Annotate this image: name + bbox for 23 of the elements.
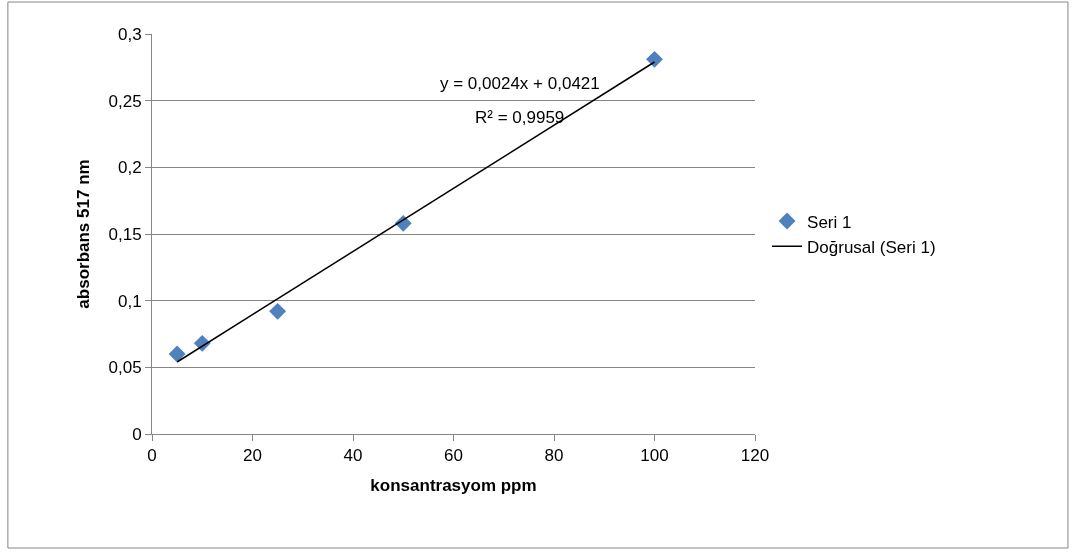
y-tick-label: 0,2 (117, 158, 142, 178)
point (269, 302, 287, 320)
y-tick-label: 0,05 (108, 358, 142, 378)
legend-label: Seri 1 (807, 212, 852, 232)
y-tick-label: 0,1 (117, 291, 142, 311)
x-tick-label: 0 (147, 446, 157, 466)
y-tick-label: 0 (132, 424, 142, 444)
y-axis-title: absorbans 517 nm (74, 159, 94, 309)
y-tick-label: 0,3 (117, 24, 142, 44)
point (168, 345, 186, 363)
x-axis-title: konsantrasyom ppm (370, 475, 537, 495)
x-tick-label: 100 (640, 446, 669, 466)
annotation: R² = 0,9959 (475, 108, 565, 127)
y-tick-label: 0,25 (108, 91, 142, 111)
x-tick-label: 40 (343, 446, 363, 466)
y-tick-label: 0,15 (108, 224, 142, 244)
annotation: y = 0,0024x + 0,0421 (440, 74, 600, 93)
x-tick-label: 120 (740, 446, 770, 466)
x-tick-label: 60 (444, 446, 463, 466)
x-tick-label: 80 (544, 446, 564, 466)
x-tick-label: 20 (243, 446, 262, 466)
legend-label: Doğrusal (Seri 1) (807, 237, 936, 257)
point (646, 50, 663, 68)
